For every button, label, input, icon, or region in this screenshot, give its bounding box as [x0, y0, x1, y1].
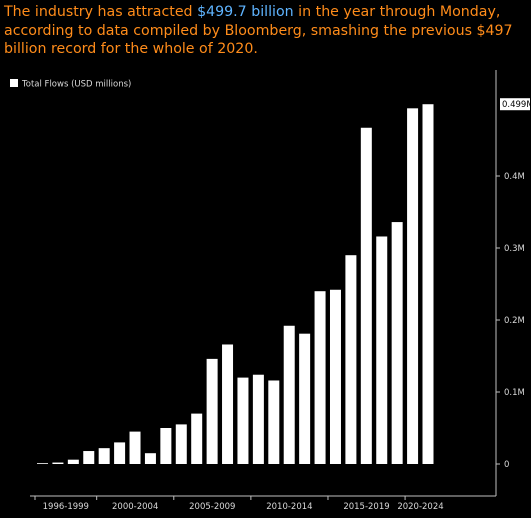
bar [67, 459, 79, 464]
headline-text-end: in the year through Monday, according to… [4, 4, 513, 57]
last-value-marker [500, 98, 530, 111]
bar [268, 380, 280, 464]
y-tick-label: 0.2M [504, 316, 525, 326]
headline-text-start: The industry has attracted [4, 4, 198, 20]
bar [206, 358, 218, 464]
y-tick-label: 0.4M [504, 172, 525, 182]
bar [314, 291, 326, 464]
legend: Total Flows (USD millions) [10, 79, 131, 90]
bar [175, 424, 187, 464]
headline: The industry has attracted $499.7 billio… [4, 3, 528, 59]
headline-highlight: $499.7 billion [197, 4, 294, 20]
bar [283, 325, 295, 464]
y-tick-label: 0.1M [504, 388, 525, 398]
legend-label: Total Flows (USD millions) [21, 80, 131, 90]
y-tick-label: 0.3M [504, 244, 525, 254]
x-group-label: 2020-2024 [397, 502, 443, 512]
bar [422, 104, 434, 464]
bar [345, 255, 357, 464]
legend-swatch [10, 79, 18, 87]
bar [222, 344, 234, 464]
bar [252, 374, 264, 464]
bar [391, 222, 403, 464]
bar [329, 289, 341, 464]
last-value-label: 0.499M [502, 100, 531, 110]
bar [160, 428, 172, 464]
y-tick-label: 0 [504, 460, 509, 470]
bar [407, 108, 419, 464]
bar [144, 453, 156, 464]
bar [360, 127, 372, 464]
bar [191, 413, 203, 464]
bar [376, 236, 388, 464]
bar [98, 448, 110, 464]
bar [299, 333, 311, 464]
bar [52, 462, 64, 464]
bar [37, 463, 48, 464]
x-group-label: 2005-2009 [189, 502, 235, 512]
bar [114, 442, 126, 464]
plot-area: 0 0.1M 0.2M 0.3M 0.4M 0.499M 1996-1999 2000-200… [30, 70, 531, 512]
bar [129, 431, 141, 464]
bar [237, 377, 249, 464]
x-group-label: 2010-2014 [266, 502, 312, 512]
x-group-label: 2000-2004 [112, 502, 158, 512]
x-group-label: 2015-2019 [343, 502, 389, 512]
x-group-label: 1996-1999 [43, 502, 89, 512]
bar [83, 451, 95, 464]
